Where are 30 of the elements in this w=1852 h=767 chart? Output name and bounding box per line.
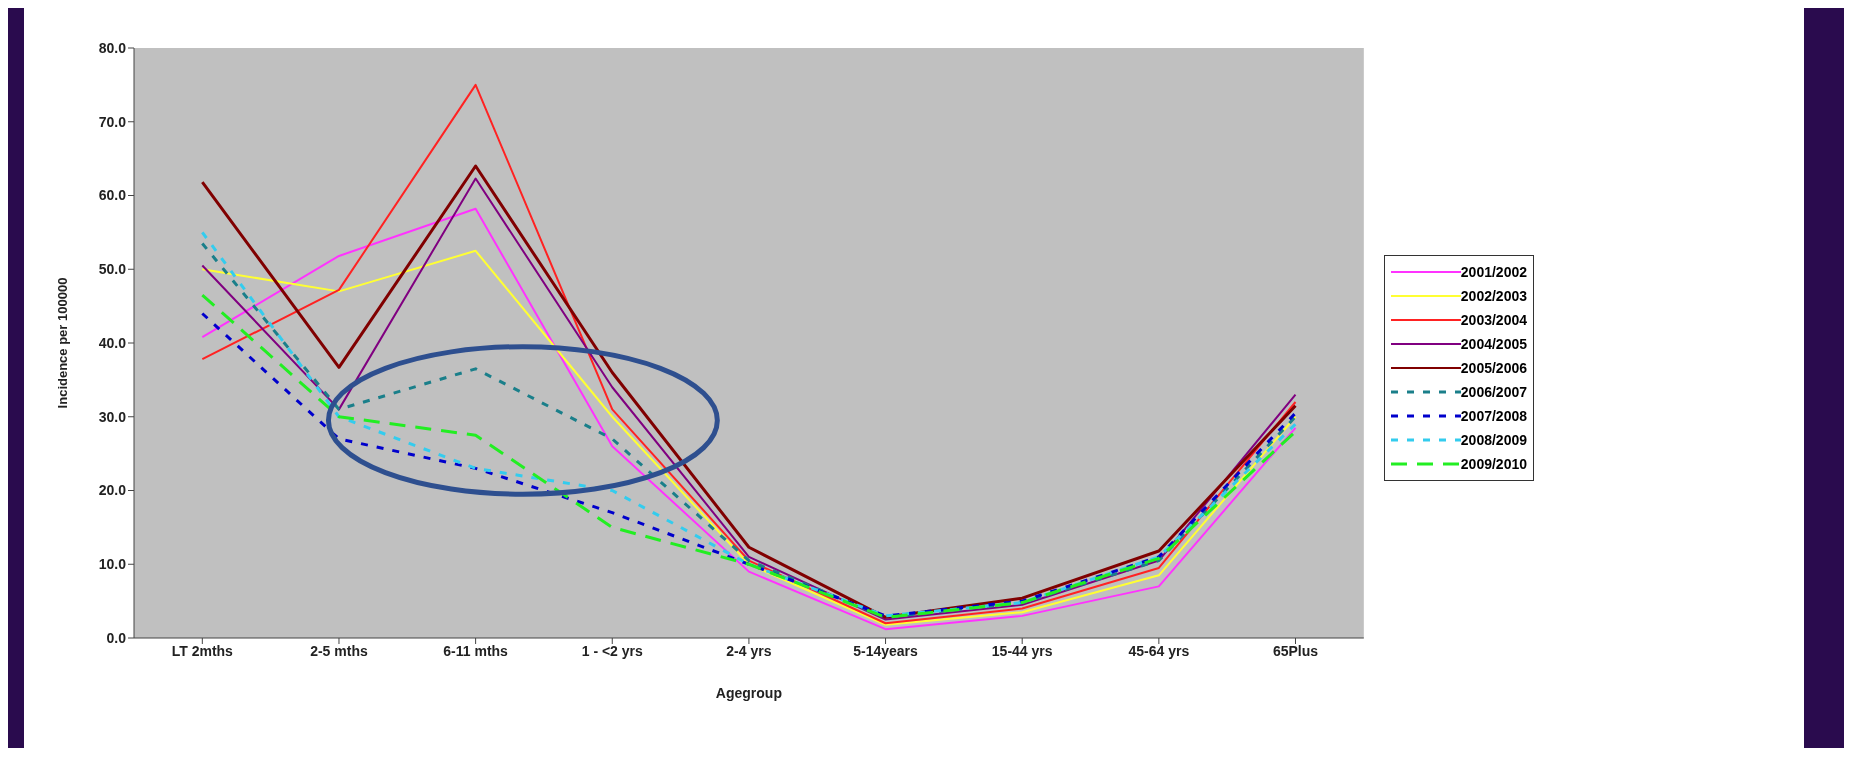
y-tick-label: 10.0 [98,556,127,573]
legend-label: 2006/2007 [1460,384,1527,400]
y-tick-label: 60.0 [98,187,127,204]
x-tick-label: 2-4 yrs [726,642,772,659]
x-tick-label: 65Plus [1272,642,1319,659]
legend-label: 2007/2008 [1460,408,1527,424]
y-tick-label: 70.0 [98,113,127,130]
y-tick-label: 30.0 [98,408,127,425]
x-axis-title: Agegroup [715,685,782,701]
legend-label: 2003/2004 [1460,312,1527,328]
x-tick-label: 6-11 mths [443,642,509,659]
legend-label: 2009/2010 [1460,456,1527,472]
x-tick-label: 45-64 yrs [1128,642,1190,659]
x-tick-label: 1 - <2 yrs [581,642,644,659]
x-tick-label: LT 2mths [171,642,234,659]
y-axis-title: Incidence per 100000 [54,277,70,409]
x-tick-label: 15-44 yrs [991,642,1053,659]
x-tick-label: 5-14years [853,642,919,659]
y-tick-label: 80.0 [98,39,127,56]
legend-label: 2008/2009 [1460,432,1527,448]
y-tick-label: 50.0 [98,261,127,278]
y-tick-label: 20.0 [98,482,127,499]
x-tick-label: 2-5 mths [310,642,368,659]
y-tick-label: 40.0 [98,334,127,351]
legend-label: 2004/2005 [1460,336,1527,352]
legend-label: 2002/2003 [1460,288,1527,304]
legend-label: 2005/2006 [1460,360,1527,376]
line-series [201,83,1297,625]
legend-label: 2001/2002 [1460,264,1527,280]
y-tick-label: 0.0 [106,629,127,646]
